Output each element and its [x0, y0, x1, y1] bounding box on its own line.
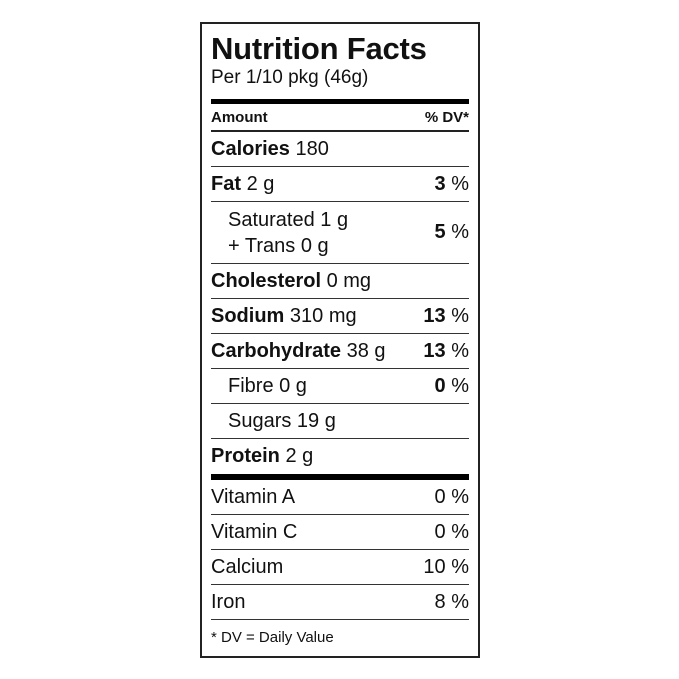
- nutrient-label: Sugars 19 g: [228, 410, 336, 432]
- nutrition-facts-label: Nutrition Facts Per 1/10 pkg (46g) Amoun…: [200, 22, 480, 658]
- nutrient-row-saturated: Saturated 1 g + Trans 0 g 5 %: [211, 202, 469, 264]
- dv-unit: %: [451, 172, 469, 195]
- vitamin-row: Calcium 10 %: [211, 550, 469, 585]
- vitamin-row: Vitamin C 0 %: [211, 515, 469, 550]
- serving-size: Per 1/10 pkg (46g): [211, 67, 369, 88]
- label-title: Nutrition Facts: [211, 31, 427, 66]
- vitamin-label: Vitamin C: [211, 520, 298, 543]
- dv-unit: %: [451, 374, 469, 397]
- nutrient-dv: 13: [423, 339, 446, 362]
- nutrient-row-protein: Protein 2 g: [211, 439, 469, 474]
- vitamin-label: Iron: [211, 590, 246, 613]
- dv-unit: %: [451, 339, 469, 362]
- vitamin-label: Calcium: [211, 555, 284, 578]
- footnote: * DV = Daily Value: [211, 628, 334, 646]
- calories-row: Calories 180: [211, 132, 469, 167]
- column-header: Amount % DV*: [211, 104, 469, 132]
- nutrient-label: Protein: [211, 445, 280, 467]
- nutrient-amount: 2 g: [246, 172, 275, 195]
- amount-header: Amount: [211, 108, 268, 126]
- vitamin-label: Vitamin A: [211, 485, 296, 508]
- nutrient-amount: 310 mg: [289, 304, 357, 327]
- vitamin-row: Iron 8 %: [211, 585, 469, 620]
- vitamin-dv: 0 %: [434, 485, 469, 508]
- dv-unit: %: [451, 221, 469, 243]
- nutrient-dv: 3: [434, 172, 446, 195]
- nutrient-dv: 13: [423, 304, 446, 327]
- nutrient-row-carbohydrate: Carbohydrate 38 g 13 %: [211, 334, 469, 369]
- nutrient-amount: 38 g: [346, 339, 386, 362]
- thick-divider: [211, 99, 469, 104]
- nutrient-label: Cholesterol: [211, 269, 322, 292]
- vitamin-dv: 10 %: [423, 555, 469, 578]
- nutrient-row-cholesterol: Cholesterol 0 mg: [211, 264, 469, 299]
- dv-unit: %: [451, 304, 469, 327]
- nutrient-amount: 0 mg: [326, 269, 372, 292]
- calories-value: 180: [295, 137, 329, 160]
- nutrient-row-fibre: Fibre 0 g 0 %: [211, 369, 469, 404]
- nutrient-dv: 0: [434, 374, 446, 397]
- nutrient-label: Saturated 1 g: [228, 208, 349, 231]
- nutrient-row-sugars: Sugars 19 g: [211, 404, 469, 439]
- nutrient-row-fat: Fat 2 g 3 %: [211, 167, 469, 202]
- vitamin-dv: 0 %: [434, 520, 469, 543]
- vitamin-row: Vitamin A 0 %: [211, 480, 469, 515]
- nutrient-dv: 5: [434, 221, 446, 243]
- calories-label: Calories: [211, 137, 290, 160]
- nutrient-label: Sodium: [211, 304, 285, 327]
- dv-header: % DV*: [424, 108, 469, 126]
- thick-divider: [211, 474, 469, 480]
- nutrient-label: Fibre 0 g: [228, 375, 307, 397]
- nutrient-amount: 2 g: [285, 445, 314, 467]
- nutrient-label: Fat: [211, 172, 241, 195]
- vitamin-dv: 8 %: [434, 590, 469, 613]
- nutrient-row-sodium: Sodium 310 mg 13 %: [211, 299, 469, 334]
- nutrient-label: Carbohydrate: [211, 339, 342, 362]
- nutrient-label-trans: + Trans 0 g: [228, 234, 329, 257]
